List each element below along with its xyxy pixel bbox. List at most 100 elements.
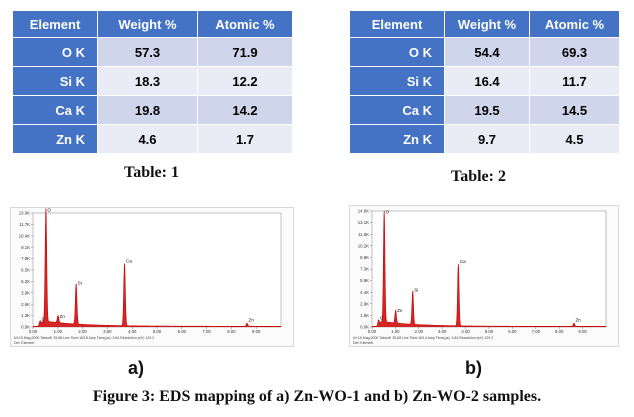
eds-spectrum-b: 0.0K 1.5K 2.9K 4.4K 5.8K 7.3K 8.8K 10.2K 11.6K 13… (349, 205, 619, 347)
table-2-caption: Table: 2 (451, 168, 506, 185)
x-tick-label: 7.00 (202, 329, 211, 334)
y-tick-label: 9.1K (21, 245, 30, 250)
y-tick-label: 10.4K (19, 233, 30, 238)
figure-caption: Figure 3: EDS mapping of a) Zn-WO-1 and … (92, 388, 542, 405)
spectrum-footer-text: Det: Element (353, 341, 373, 345)
column-header: Atomic % (529, 10, 620, 38)
x-tick-label: 4.00 (461, 329, 470, 334)
eds-table-2: Element Weight % Atomic % O K 54.4 69.3 … (349, 10, 620, 154)
element-cell: Zn K (12, 124, 98, 154)
table-row: O K 54.4 69.3 (349, 37, 620, 67)
column-header: Atomic % (197, 10, 293, 38)
y-tick-label: 7.3K (360, 267, 369, 272)
x-tick-label: 2.00 (78, 329, 87, 334)
element-cell: O K (349, 37, 445, 67)
peak-label: C (380, 315, 384, 320)
table-row: O K 57.3 71.9 (12, 37, 293, 67)
atomic-cell: 69.3 (529, 37, 620, 67)
peak-label: C (41, 316, 45, 321)
y-tick-label: 8.8K (360, 255, 369, 260)
table-row: Ca K 19.5 14.5 (349, 95, 620, 125)
x-tick-label: 5.00 (153, 329, 162, 334)
x-tick-label: 7.00 (532, 329, 541, 334)
weight-cell: 4.6 (97, 124, 198, 154)
spectrum-footer-text: kV:15 Mag:2000 Takeoff: 35.68 Live Time:… (14, 336, 154, 340)
eds-spectrum-a-plot: 0.0K 1.3K 2.6K 3.9K 5.2K 6.5K 7.8K 9.1K 10.4K 11.… (14, 208, 282, 345)
spectrum-line (33, 208, 281, 327)
table-row: Ca K 19.8 14.2 (12, 95, 293, 125)
x-tick-label: 6.00 (178, 329, 187, 334)
weight-cell: 19.5 (444, 95, 530, 125)
panel-label-b: b) (465, 358, 482, 378)
column-header: Element (12, 10, 98, 38)
y-tick-label: 13.0K (19, 211, 30, 216)
peak-label: Zn (249, 318, 255, 323)
plot-area (371, 210, 607, 328)
table-header-row: Element Weight % Atomic % (349, 10, 620, 38)
atomic-cell: 71.9 (197, 37, 293, 67)
peak-label: Ca (126, 259, 132, 264)
y-tick-label: 13.1K (358, 220, 369, 225)
y-tick-label: 2.9K (360, 301, 369, 306)
table-row: Si K 16.4 11.7 (349, 66, 620, 96)
x-tick-label: 9.00 (578, 329, 587, 334)
column-header: Element (349, 10, 445, 38)
element-cell: Si K (349, 66, 445, 96)
weight-cell: 54.4 (444, 37, 530, 67)
peak-label: O (386, 210, 390, 215)
x-tick-label: 1.00 (54, 329, 63, 334)
plot-area (32, 212, 282, 328)
atomic-cell: 11.7 (529, 66, 620, 96)
peak-label: Si (78, 280, 82, 285)
x-tick-label: 0.00 (29, 329, 38, 334)
y-tick-label: 5.2K (21, 279, 30, 284)
table-row: Zn K 4.6 1.7 (12, 124, 293, 154)
y-tick-label: 0.0K (21, 325, 30, 330)
x-tick-label: 8.00 (555, 329, 564, 334)
x-tick-label: 8.00 (227, 329, 236, 334)
x-tick-label: 2.00 (415, 329, 424, 334)
spectrum-footer-text: kV:15 Mag:2000 Takeoff: 35.68 Live Time:… (353, 336, 493, 340)
weight-cell: 57.3 (97, 37, 198, 67)
column-header: Weight % (97, 10, 198, 38)
x-tick-label: 9.00 (252, 329, 261, 334)
y-tick-label: 1.3K (21, 313, 30, 318)
spectrum-line (372, 210, 606, 327)
y-tick-label: 0.0K (360, 325, 369, 330)
weight-cell: 16.4 (444, 66, 530, 96)
x-tick-label: 3.00 (438, 329, 447, 334)
spectrum-footer-text: Det: Element (14, 341, 34, 345)
x-tick-label: 1.00 (391, 329, 400, 334)
y-tick-label: 11.6K (358, 232, 369, 237)
element-cell: O K (12, 37, 98, 67)
element-cell: Zn K (349, 124, 445, 154)
atomic-cell: 14.2 (197, 95, 293, 125)
peak-label: O (47, 208, 51, 213)
weight-cell: 9.7 (444, 124, 530, 154)
peak-label: Ca (460, 259, 466, 264)
y-tick-label: 4.4K (360, 290, 369, 295)
column-header: Weight % (444, 10, 530, 38)
atomic-cell: 4.5 (529, 124, 620, 154)
eds-spectrum-a: 0.0K 1.3K 2.6K 3.9K 5.2K 6.5K 7.8K 9.1K 10.4K 11.… (10, 207, 294, 347)
weight-cell: 19.8 (97, 95, 198, 125)
peak-label: Zn (575, 318, 581, 323)
x-tick-label: 5.00 (485, 329, 494, 334)
table-1-caption: Table: 1 (124, 164, 179, 181)
y-tick-label: 1.5K (360, 313, 369, 318)
element-cell: Ca K (12, 95, 98, 125)
element-cell: Ca K (349, 95, 445, 125)
panel-label-a: a) (128, 358, 145, 378)
y-tick-label: 7.8K (21, 256, 30, 261)
atomic-cell: 12.2 (197, 66, 293, 96)
peak-label: Zn (397, 308, 403, 313)
weight-cell: 18.3 (97, 66, 198, 96)
y-tick-label: 11.7K (19, 222, 30, 227)
table-row: Zn K 9.7 4.5 (349, 124, 620, 154)
peak-label: Zn (60, 314, 66, 319)
y-tick-label: 14.6K (358, 209, 369, 214)
atomic-cell: 1.7 (197, 124, 293, 154)
x-tick-label: 3.00 (103, 329, 112, 334)
table-row: Si K 18.3 12.2 (12, 66, 293, 96)
y-tick-label: 3.9K (21, 290, 30, 295)
